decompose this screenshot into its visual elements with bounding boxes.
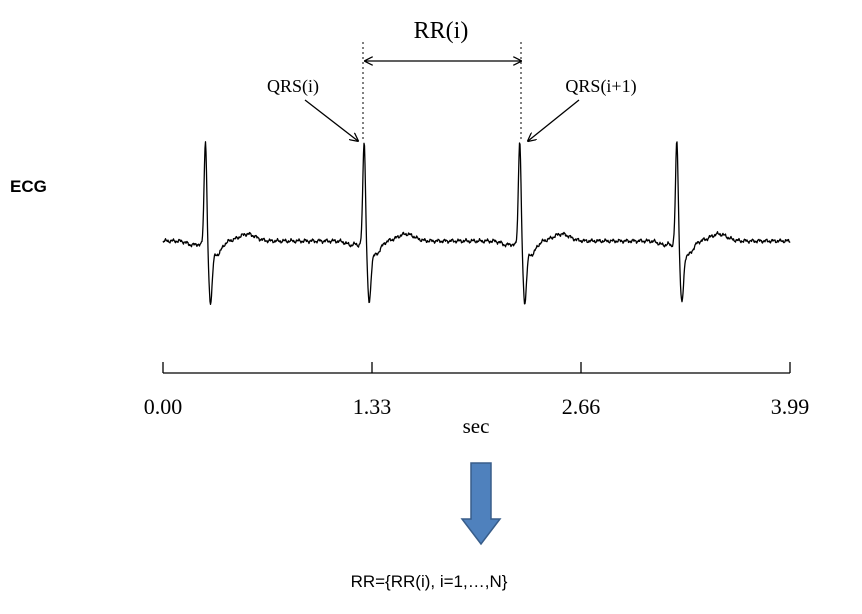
axis-tick-label: 0.00 <box>144 394 183 419</box>
qrs-i-plus-1-pointer-arrow <box>528 99 580 141</box>
axis-tick-label: 2.66 <box>562 394 601 419</box>
axis-unit-label: sec <box>463 414 490 438</box>
down-arrow-icon <box>460 462 502 546</box>
axis-tick-label: 3.99 <box>771 394 810 419</box>
rr-interval-label: RR(i) <box>414 18 469 44</box>
rr-series-formula: RR={RR(i), i=1,…,N} <box>351 572 508 591</box>
ecg-waveform-trace <box>162 141 791 306</box>
qrs-i-plus-1-label: QRS(i+1) <box>565 76 636 97</box>
axis-tick-label: 1.33 <box>353 394 392 419</box>
qrs-i-label: QRS(i) <box>267 76 319 97</box>
ecg-side-label: ECG <box>10 177 47 196</box>
qrs-i-pointer-arrow <box>304 99 358 141</box>
